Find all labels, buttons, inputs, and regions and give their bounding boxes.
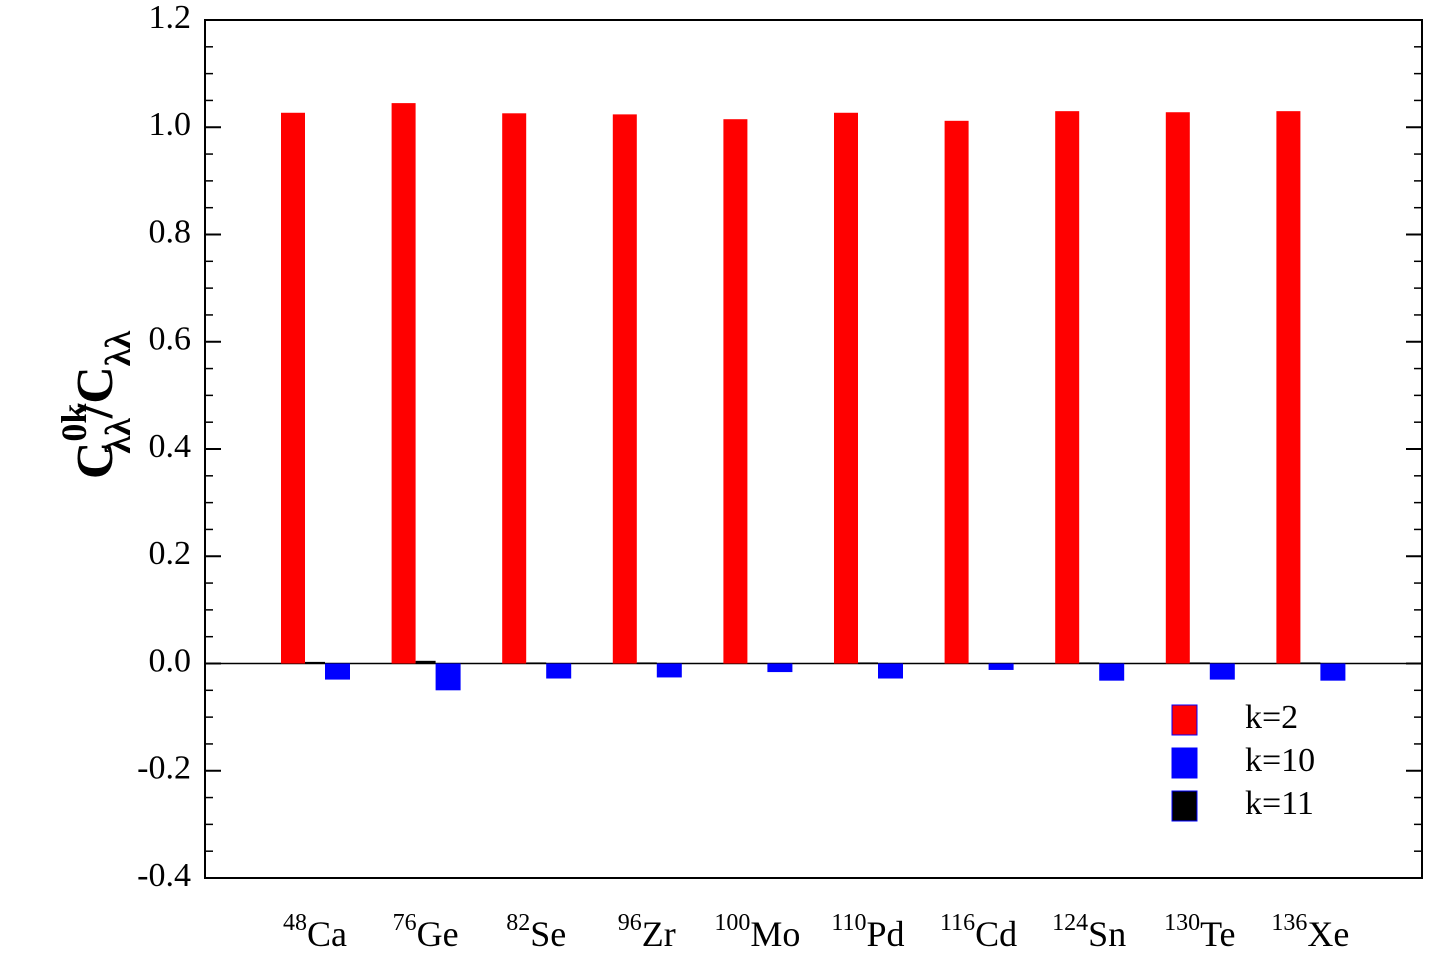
x-tick-label: 124Sn bbox=[1052, 910, 1126, 955]
y-tick-label: 0.6 bbox=[149, 321, 192, 358]
x-label-mass: 100 bbox=[714, 910, 750, 936]
bar bbox=[1099, 663, 1125, 681]
bar bbox=[391, 103, 416, 664]
x-label-mass: 130 bbox=[1164, 910, 1200, 936]
bar bbox=[944, 120, 969, 664]
x-label-element: Ge bbox=[417, 914, 459, 954]
bar bbox=[968, 662, 989, 664]
x-tick-label: 82Se bbox=[506, 910, 566, 955]
x-label-mass: 76 bbox=[393, 910, 417, 936]
bar bbox=[1189, 662, 1210, 664]
y-tick-label: 1.0 bbox=[149, 106, 192, 143]
x-tick-label: 136Xe bbox=[1271, 910, 1349, 955]
bar bbox=[1055, 111, 1080, 664]
bar bbox=[636, 662, 657, 664]
bar bbox=[1209, 663, 1235, 680]
x-label-element: Te bbox=[1200, 914, 1235, 954]
x-label-element: Mo bbox=[750, 914, 800, 954]
x-label-element: Sn bbox=[1088, 914, 1126, 954]
legend-label: k=11 bbox=[1245, 785, 1314, 822]
x-label-mass: 136 bbox=[1271, 910, 1307, 936]
y-tick-label: 0.4 bbox=[149, 428, 192, 465]
plot-frame bbox=[204, 19, 1423, 879]
bar bbox=[415, 660, 436, 664]
y-tick-label: 1.2 bbox=[149, 0, 192, 36]
bar bbox=[435, 663, 461, 691]
x-tick-label: 48Ca bbox=[283, 910, 347, 955]
x-label-mass: 116 bbox=[940, 910, 975, 936]
y-tick-label: -0.2 bbox=[137, 750, 191, 787]
x-label-mass: 48 bbox=[283, 910, 307, 936]
legend-swatch bbox=[1171, 704, 1198, 736]
x-tick-label: 76Ge bbox=[393, 910, 459, 955]
bar bbox=[281, 112, 305, 664]
bar bbox=[1320, 663, 1346, 681]
x-label-element: Xe bbox=[1307, 914, 1349, 954]
bar bbox=[723, 119, 748, 664]
bar bbox=[858, 662, 878, 664]
y-label-part: /C bbox=[67, 366, 124, 419]
bar bbox=[546, 663, 572, 679]
y-axis-label: C0k λλ/Cλλ bbox=[54, 331, 138, 480]
bar bbox=[612, 114, 637, 664]
bar bbox=[502, 113, 527, 664]
x-label-mass: 96 bbox=[618, 910, 642, 936]
bar bbox=[656, 663, 682, 678]
bar bbox=[834, 112, 858, 664]
x-tick-label: 110Pd bbox=[831, 910, 904, 955]
legend-label: k=10 bbox=[1245, 742, 1315, 779]
y-label-part: 0k bbox=[54, 404, 94, 442]
legend-swatch bbox=[1171, 790, 1198, 822]
x-tick-label: 116Cd bbox=[940, 910, 1017, 955]
y-label-part: C bbox=[67, 442, 124, 480]
bar bbox=[1276, 111, 1301, 664]
x-label-element: Zr bbox=[642, 914, 676, 954]
bar bbox=[305, 661, 325, 664]
x-label-element: Pd bbox=[867, 914, 905, 954]
y-tick-label: 0.0 bbox=[149, 642, 192, 679]
bar bbox=[988, 663, 1014, 670]
bar bbox=[1165, 112, 1190, 664]
y-tick-label: 0.2 bbox=[149, 535, 192, 572]
y-tick-label: -0.4 bbox=[137, 857, 191, 894]
bar bbox=[1300, 662, 1321, 664]
bar bbox=[1079, 662, 1100, 664]
x-label-mass: 110 bbox=[831, 910, 866, 936]
bar bbox=[325, 663, 350, 680]
y-label-part: λλ bbox=[98, 418, 138, 454]
x-label-element: Cd bbox=[975, 914, 1017, 954]
bar bbox=[526, 662, 547, 664]
x-tick-label: 100Mo bbox=[714, 910, 800, 955]
x-label-mass: 82 bbox=[506, 910, 530, 936]
x-label-mass: 124 bbox=[1052, 910, 1088, 936]
x-label-element: Se bbox=[530, 914, 566, 954]
legend-label: k=2 bbox=[1245, 699, 1298, 736]
legend-swatch bbox=[1171, 747, 1198, 779]
x-tick-label: 96Zr bbox=[618, 910, 676, 955]
bar bbox=[747, 662, 768, 664]
bar bbox=[767, 663, 793, 673]
y-label-part: λλ bbox=[98, 331, 138, 367]
x-label-element: Ca bbox=[307, 914, 347, 954]
y-tick-label: 0.8 bbox=[149, 213, 192, 250]
bar bbox=[878, 663, 903, 679]
x-tick-label: 130Te bbox=[1164, 910, 1235, 955]
